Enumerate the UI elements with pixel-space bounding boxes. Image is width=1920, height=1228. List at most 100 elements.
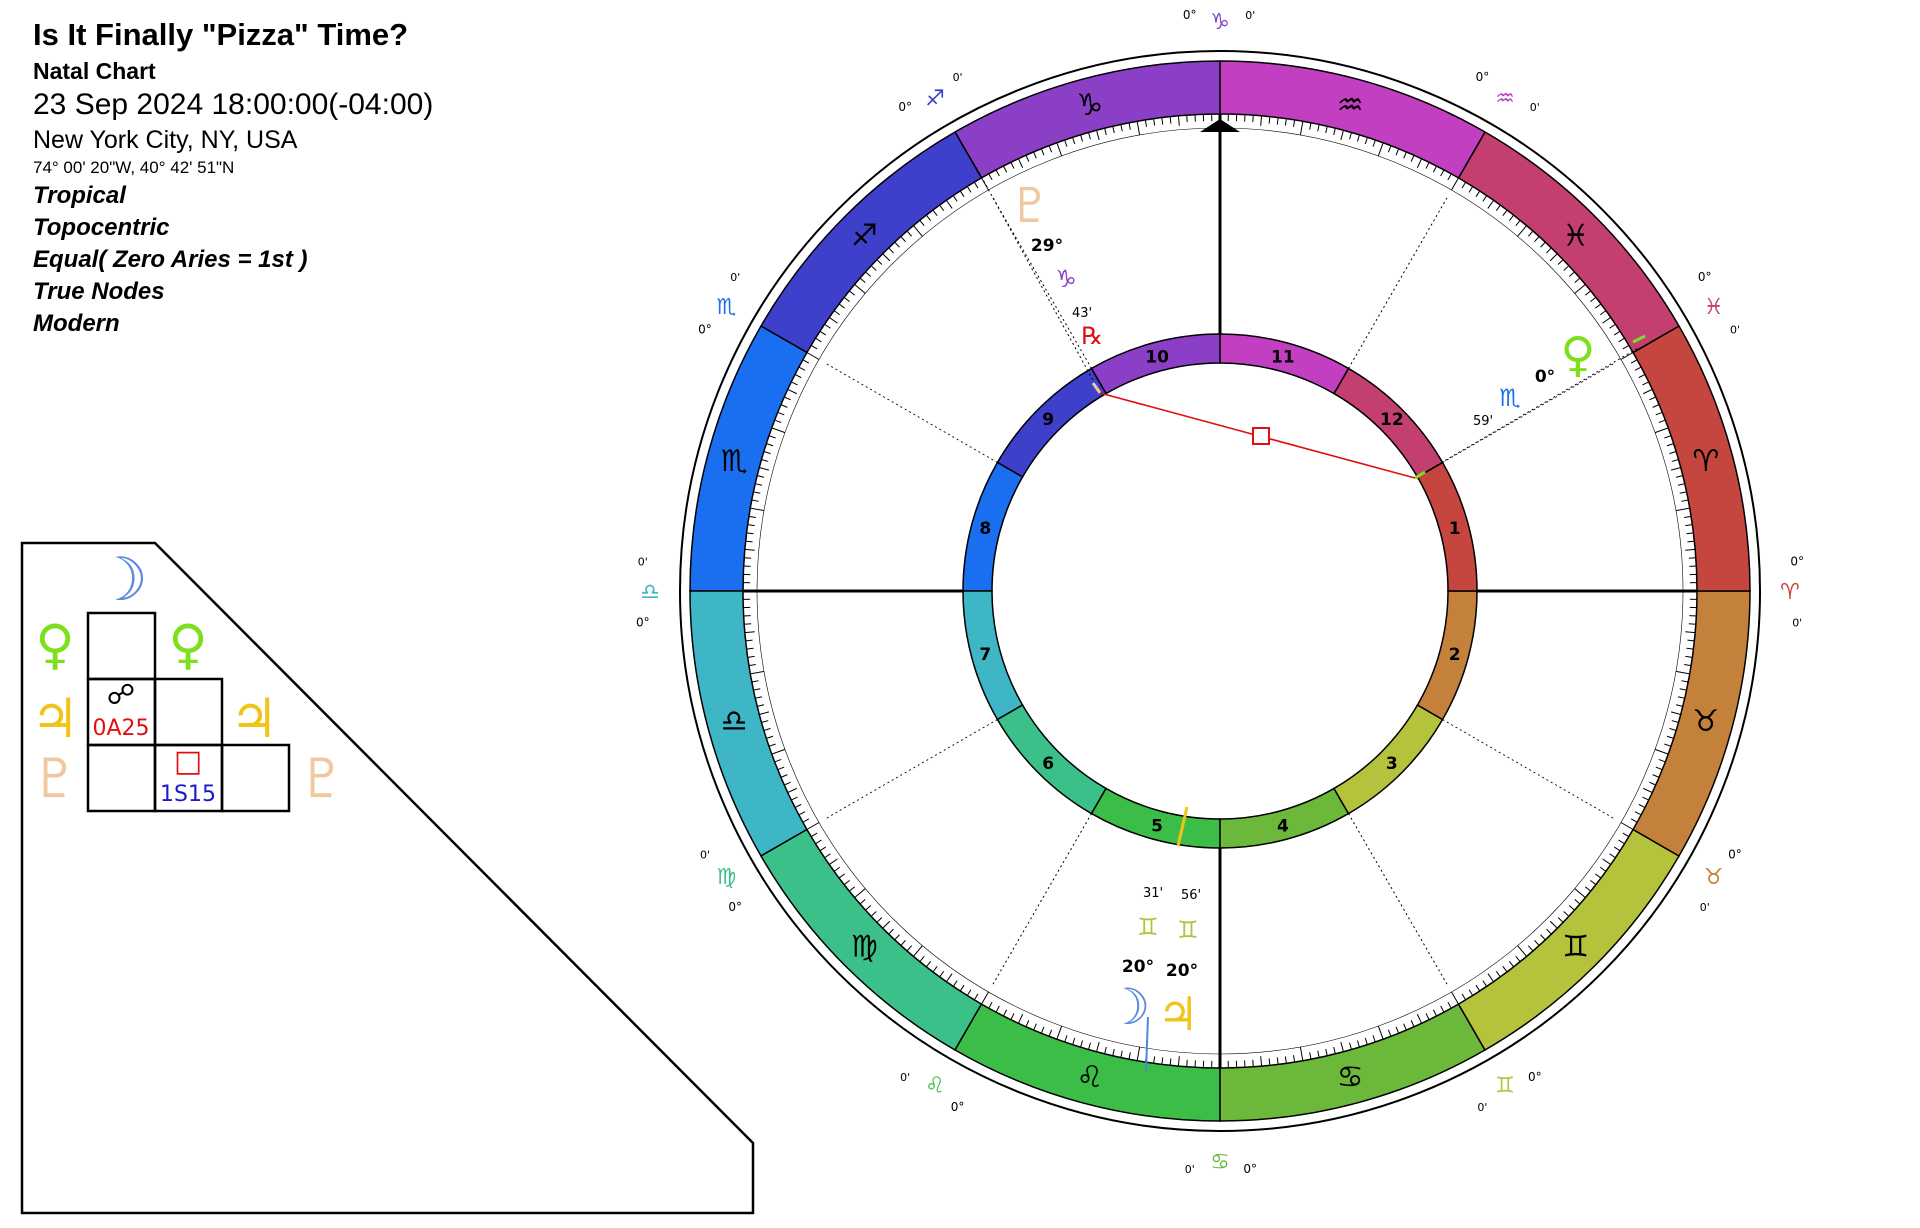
outer-frame-ring <box>679 50 1761 1132</box>
house-numbers: 10 9 8 7 6 5 4 3 2 1 12 11 <box>979 347 1460 836</box>
leo-cusp-icon: ♌ <box>925 1074 945 1099</box>
chart-type: Natal Chart <box>33 58 156 84</box>
venus-pointer-line <box>1414 346 1641 479</box>
house-number: 4 <box>1277 817 1289 837</box>
grid-venus-glyph-left: ♀ <box>35 613 75 676</box>
house-system-option: Equal( Zero Aries = 1st ) <box>33 246 308 273</box>
house-number: 3 <box>1386 754 1398 774</box>
house-division-line <box>1442 719 1614 819</box>
house-number: 12 <box>1380 410 1404 430</box>
sagittarius-icon: ♐ <box>851 218 878 253</box>
venus-minutes: 59' <box>1473 414 1493 429</box>
aries-icon: ♈ <box>1692 444 1719 479</box>
cancer-cusp-icon: ♋ <box>1210 1150 1230 1175</box>
aquarius-cusp-degree: 0° <box>1476 70 1490 84</box>
pisces-icon: ♓ <box>1562 218 1589 253</box>
grid-pluto-glyph-right: ♇ <box>298 747 346 810</box>
taurus-cusp-minutes: 0' <box>1700 901 1710 914</box>
house-number: 9 <box>1042 410 1054 430</box>
house-number: 1 <box>1449 519 1461 539</box>
virgo-cusp-minutes: 0' <box>700 848 710 861</box>
house-band-2 <box>1416 590 1478 721</box>
capricorn-cusp-degree: 0° <box>1183 8 1197 22</box>
house-division-line <box>1348 813 1448 985</box>
sagittarius-cusp-degree: 0° <box>898 100 912 114</box>
nodes-option: True Nodes <box>33 278 165 305</box>
aquarius-cusp-icon: ♒ <box>1495 86 1515 111</box>
square-orb: 1S15 <box>160 782 216 807</box>
house-number: 6 <box>1042 754 1054 774</box>
pisces-cusp-icon: ♓ <box>1704 295 1724 320</box>
scorpio-icon: ♏ <box>721 444 748 479</box>
sagittarius-cusp-minutes: 0' <box>953 71 963 84</box>
chart-datetime: 23 Sep 2024 18:00:00(-04:00) <box>33 88 434 121</box>
venus-placement: ♀ 0° ♏ 59' <box>1473 327 1596 429</box>
zodiac-band-scorpio <box>689 324 808 592</box>
capricorn-cusp-minutes: 0' <box>1245 9 1255 22</box>
leo-cusp-degree: 0° <box>951 1100 965 1114</box>
house-division-line <box>826 719 998 819</box>
pluto-sign-glyph: ♑ <box>1055 265 1077 293</box>
libra-cusp-minutes: 0' <box>638 556 648 569</box>
pisces-cusp-degree: 0° <box>1698 270 1712 284</box>
grid-venus-glyph-right: ♀ <box>168 613 208 676</box>
opposition-orb: 0A25 <box>92 716 149 741</box>
aquarius-cusp-minutes: 0' <box>1530 101 1540 114</box>
taurus-icon: ♉ <box>1692 704 1719 739</box>
zodiac-band-aquarius <box>1219 60 1487 179</box>
pisces-cusp-minutes: 0' <box>1730 324 1740 337</box>
zodiac-option: Tropical <box>33 182 126 209</box>
capricorn-cusp-icon: ♑ <box>1210 10 1230 35</box>
jupiter-glyph: ♃ <box>1157 987 1198 1041</box>
house-division-line <box>1348 197 1448 369</box>
house-number: 2 <box>1449 645 1461 665</box>
gemini-cusp-icon: ♊ <box>1495 1074 1515 1099</box>
grid-jupiter-glyph-left: ♃ <box>31 687 79 750</box>
retrograde-icon: ℞ <box>1081 322 1103 350</box>
gemini-cusp-degree: 0° <box>1528 1070 1542 1084</box>
virgo-cusp-degree: 0° <box>728 900 742 914</box>
chart-header: Is It Finally "Pizza" Time? Natal Chart … <box>33 14 433 340</box>
gemini-icon: ♊ <box>1562 930 1589 965</box>
opposition-icon: ☍ <box>107 678 135 711</box>
aries-cusp-icon: ♈ <box>1780 580 1800 605</box>
aspect-grid-cells <box>86 611 291 813</box>
libra-icon: ♎ <box>721 704 748 739</box>
pluto-pointer-line <box>974 164 1101 394</box>
square-icon: □ <box>174 744 202 779</box>
jupiter-placement: 56' ♊ 20° ♃ <box>1157 888 1201 1041</box>
chart-title: Is It Finally "Pizza" Time? <box>33 17 409 52</box>
gemini-cusp-minutes: 0' <box>1477 1101 1487 1114</box>
leo-cusp-minutes: 0' <box>900 1071 910 1084</box>
cancer-icon: ♋ <box>1337 1060 1364 1095</box>
house-division-line <box>826 363 998 463</box>
libra-cusp-icon: ♎ <box>640 580 660 605</box>
venus-glyph: ♀ <box>1560 327 1595 383</box>
libra-cusp-degree: 0° <box>636 615 650 629</box>
taurus-cusp-icon: ♉ <box>1704 865 1724 890</box>
moon-degree: 20° <box>1122 957 1154 977</box>
moon-position-tick <box>1145 1016 1149 1072</box>
house-number: 7 <box>979 645 991 665</box>
pluto-glyph: ♇ <box>1008 178 1051 234</box>
moon-minutes: 31' <box>1143 886 1163 901</box>
center-option: Topocentric <box>33 214 170 241</box>
cancer-cusp-degree: 0° <box>1243 1162 1257 1176</box>
scorpio-cusp-minutes: 0' <box>730 271 740 284</box>
pluto-minutes: 43' <box>1072 306 1092 321</box>
house-band-11 <box>1219 333 1350 395</box>
virgo-icon: ♍ <box>851 930 878 965</box>
venus-degree: 0° <box>1535 367 1555 387</box>
moon-sign-glyph: ♊ <box>1137 913 1159 941</box>
house-number: 5 <box>1151 817 1163 837</box>
capricorn-icon: ♑ <box>1076 88 1103 123</box>
mc-arrow-icon <box>1200 119 1240 132</box>
house-number: 11 <box>1271 347 1295 367</box>
aspect-grid-panel: ☽ ♀ ♀ ♃ ♃ ♇ ♇ ☍ 0A25 □ 1S15 <box>20 541 755 1215</box>
venus-sign-glyph: ♏ <box>1499 384 1521 412</box>
house-division-line <box>992 813 1092 985</box>
moon-placement: 31' ♊ 20° ☽ <box>1106 886 1163 1036</box>
chart-location: New York City, NY, USA <box>33 126 298 154</box>
house-band-7 <box>962 590 1024 721</box>
leo-icon: ♌ <box>1076 1060 1103 1095</box>
